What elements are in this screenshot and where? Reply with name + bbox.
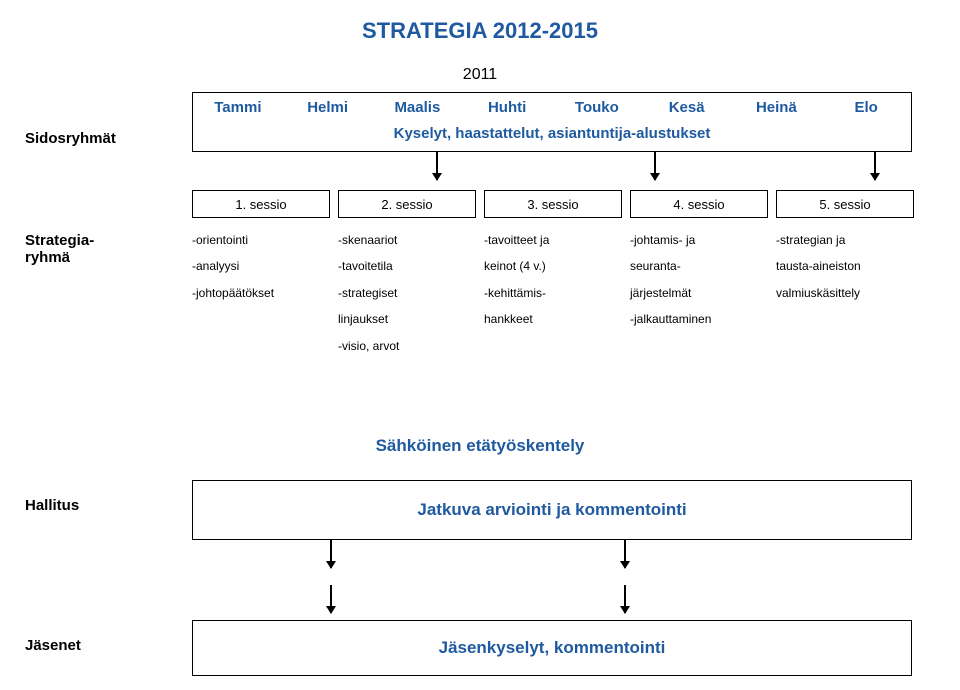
month: Huhti: [462, 99, 552, 116]
month: Heinä: [732, 99, 822, 116]
session-box: 5. sessio: [776, 190, 914, 218]
month: Tammi: [193, 99, 283, 116]
arrow-down-icon: [436, 152, 438, 180]
bullet: -johtamis- ja: [630, 227, 768, 253]
bullet-col: -johtamis- ja seuranta- järjestelmät -ja…: [630, 227, 768, 359]
arrow-down-icon: [330, 540, 332, 568]
bullet: -tavoitteet ja: [484, 227, 622, 253]
jasenet-label: Jäsenet: [25, 637, 81, 654]
bullet: -visio, arvot: [338, 333, 476, 359]
strategiaryhma-line2: ryhmä: [25, 249, 94, 266]
bullet: seuranta-: [630, 253, 768, 279]
arrows-bottom: [192, 585, 912, 615]
session-box: 4. sessio: [630, 190, 768, 218]
session-box: 1. sessio: [192, 190, 330, 218]
session-bullets: -orientointi -analyysi -johtopäätökset -…: [192, 227, 924, 359]
month: Helmi: [283, 99, 373, 116]
jasenkyselyt-box: Jäsenkyselyt, kommentointi: [192, 620, 912, 676]
arrows-top: [192, 152, 912, 182]
bullet: -jalkauttaminen: [630, 306, 768, 332]
sahkoinen-label: Sähköinen etätyöskentely: [0, 436, 960, 456]
hallitus-label: Hallitus: [25, 497, 79, 514]
session-box: 2. sessio: [338, 190, 476, 218]
jatkuva-box: Jatkuva arviointi ja kommentointi: [192, 480, 912, 540]
bullet-col: -orientointi -analyysi -johtopäätökset: [192, 227, 330, 359]
bullet: järjestelmät: [630, 280, 768, 306]
month: Maalis: [373, 99, 463, 116]
bullet: -analyysi: [192, 253, 330, 279]
bullet: -kehittämis-: [484, 280, 622, 306]
session-box: 3. sessio: [484, 190, 622, 218]
bullet: hankkeet: [484, 306, 622, 332]
bullet: valmiuskäsittely: [776, 280, 914, 306]
bullet: -orientointi: [192, 227, 330, 253]
bullet: linjaukset: [338, 306, 476, 332]
sessions: 1. sessio 2. sessio 3. sessio 4. sessio …: [192, 190, 924, 226]
bullet: -strategiset: [338, 280, 476, 306]
bullet-col: -strategian ja tausta-aineiston valmiusk…: [776, 227, 914, 359]
arrow-down-icon: [330, 585, 332, 613]
strategiaryhma-label: Strategia- ryhmä: [25, 232, 94, 266]
strategiaryhma-line1: Strategia-: [25, 232, 94, 249]
arrow-down-icon: [874, 152, 876, 180]
arrow-down-icon: [624, 585, 626, 613]
bullet: -johtopäätökset: [192, 280, 330, 306]
month: Touko: [552, 99, 642, 116]
arrow-down-icon: [624, 540, 626, 568]
bullet: -tavoitetila: [338, 253, 476, 279]
timeline-box: Tammi Helmi Maalis Huhti Touko Kesä Hein…: [192, 92, 912, 152]
year-label: 2011: [30, 66, 930, 84]
sidosryhmat-label: Sidosryhmät: [25, 130, 116, 147]
arrow-down-icon: [654, 152, 656, 180]
bullet: tausta-aineiston: [776, 253, 914, 279]
bullet-col: -skenaariot -tavoitetila -strategiset li…: [338, 227, 476, 359]
bullet: keinot (4 v.): [484, 253, 622, 279]
page-title: STRATEGIA 2012-2015: [30, 18, 930, 44]
month: Elo: [821, 99, 911, 116]
bullet-col: -tavoitteet ja keinot (4 v.) -kehittämis…: [484, 227, 622, 359]
kyselyt-label: Kyselyt, haastattelut, asiantuntija-alus…: [193, 125, 911, 142]
arrows-mid: [192, 540, 912, 570]
month: Kesä: [642, 99, 732, 116]
bullet: -strategian ja: [776, 227, 914, 253]
bullet: -skenaariot: [338, 227, 476, 253]
months-row: Tammi Helmi Maalis Huhti Touko Kesä Hein…: [193, 99, 911, 116]
